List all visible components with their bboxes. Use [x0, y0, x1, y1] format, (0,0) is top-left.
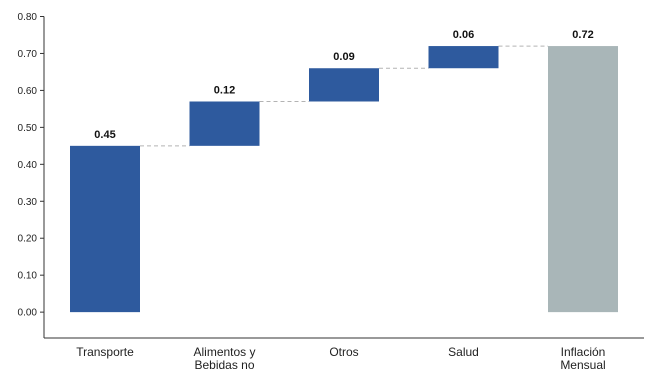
increment-bar: [428, 46, 499, 69]
y-tick-label: 0.60: [18, 86, 38, 97]
x-category-label: Inflación Mensual: [560, 345, 605, 372]
y-tick-label: 0.10: [18, 271, 38, 282]
increment-bar: [189, 101, 260, 146]
y-tick-label: 0.30: [18, 197, 38, 208]
increment-bar: [309, 68, 379, 102]
bar-value-label: 0.12: [214, 84, 235, 96]
y-tick-label: 0.80: [18, 12, 38, 23]
increment-bar: [70, 145, 140, 313]
x-category-label: Otros: [329, 345, 358, 359]
x-category-label: Salud: [448, 345, 479, 359]
total-bar: [548, 46, 618, 313]
y-tick-label: 0.00: [18, 308, 38, 319]
bar-value-label: 0.06: [453, 29, 474, 41]
bar-value-label: 0.09: [333, 51, 354, 63]
data-labels: 0.45 0.12 0.09 0.06 0.72: [94, 29, 593, 141]
y-tick-label: 0.40: [18, 160, 38, 171]
x-category-label: Transporte: [76, 345, 134, 359]
bar-value-label: 0.45: [94, 129, 115, 141]
y-tick-label: 0.50: [18, 123, 38, 134]
y-tick-label: 0.70: [18, 49, 38, 60]
bars: [70, 46, 618, 313]
x-axis-labels: Transporte Alimentos y Bebidas no Otros Salu…: [76, 345, 605, 372]
bar-value-label: 0.72: [572, 29, 593, 41]
y-tick-label: 0.20: [18, 234, 38, 245]
connector-lines: [140, 45, 548, 147]
x-category-label: Alimentos y Bebidas no: [193, 345, 255, 372]
y-axis-ticks: 0.00 0.10 0.20 0.30 0.40 0.50 0.60 0.70 0.80: [18, 12, 44, 319]
